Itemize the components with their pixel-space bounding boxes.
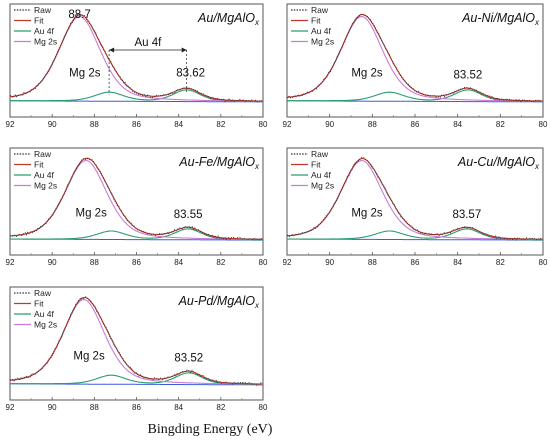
legend-entry: Raw [34, 149, 52, 159]
x-tick-label: 92 [6, 258, 15, 267]
x-tick-label: 84 [174, 403, 183, 412]
panel-title: Au-Cu/MgAlOx [457, 155, 540, 171]
legend-entry: Mg 2s [311, 37, 334, 47]
x-tick-label: 86 [411, 258, 420, 267]
mg2s-label: Mg 2s [351, 207, 383, 219]
legend-entry: Mg 2s [34, 37, 57, 47]
x-tick-label: 80 [539, 120, 548, 129]
x-axis-label: Bingding Energy (eV) [148, 422, 273, 437]
x-tick-label: 92 [283, 258, 292, 267]
fit-curve [9, 14, 263, 102]
au4f-bracket-label: Au 4f [134, 37, 162, 49]
x-tick-label: 90 [325, 258, 334, 267]
raw-data-curve [9, 157, 262, 242]
x-tick-label: 90 [48, 120, 57, 129]
mg2s-label: Mg 2s [69, 67, 101, 79]
raw-data-curve [286, 157, 542, 241]
legend-entry: Au 4f [311, 170, 331, 180]
x-tick-label: 84 [453, 258, 462, 267]
au4f-peak-label: 83.55 [174, 209, 203, 221]
raw-data-curve [286, 13, 542, 103]
legend-entry: Fit [34, 299, 44, 309]
x-tick-label: 92 [6, 403, 15, 412]
x-tick-label: 84 [174, 258, 183, 267]
au4f-peak-label: 83.57 [452, 209, 481, 221]
x-tick-label: 82 [216, 403, 225, 412]
legend-entry: Mg 2s [34, 320, 57, 330]
legend-entry: Raw [34, 5, 52, 15]
x-tick-label: 90 [325, 120, 334, 129]
legend-entry: Fit [311, 16, 321, 26]
x-tick-label: 88 [90, 403, 99, 412]
legend-entry: Mg 2s [34, 181, 57, 191]
legend-entry: Au 4f [34, 26, 54, 36]
x-tick-label: 80 [259, 258, 268, 267]
x-tick-label: 88 [368, 120, 377, 129]
x-tick-label: 80 [539, 258, 548, 267]
x-tick-label: 84 [453, 120, 462, 129]
x-tick-label: 92 [283, 120, 292, 129]
legend-entry: Fit [34, 16, 44, 26]
panel-title: Au/MgAlOx [197, 11, 260, 27]
au4f-peak-label: 83.62 [176, 68, 205, 80]
x-tick-label: 90 [48, 403, 57, 412]
x-tick-label: 86 [411, 120, 420, 129]
legend-entry: Au 4f [311, 26, 331, 36]
x-tick-label: 82 [216, 120, 225, 129]
x-tick-label: 88 [90, 258, 99, 267]
x-tick-label: 92 [6, 120, 15, 129]
au4f-peak-label: 83.52 [174, 352, 203, 364]
raw-data-curve [9, 13, 262, 103]
x-tick-label: 88 [90, 120, 99, 129]
x-tick-label: 82 [216, 258, 225, 267]
x-tick-label: 80 [259, 403, 268, 412]
x-tick-label: 82 [496, 258, 505, 267]
x-tick-label: 82 [496, 120, 505, 129]
fit-curve [9, 296, 263, 385]
fit-curve [9, 157, 263, 240]
legend-entry: Au 4f [34, 170, 54, 180]
x-tick-label: 88 [368, 258, 377, 267]
legend-entry: Fit [34, 160, 44, 170]
raw-data-curve [9, 296, 262, 386]
mg2s-label: Mg 2s [73, 350, 105, 362]
panel-title: Au-Ni/MgAlOx [461, 11, 540, 27]
mg2s-peak-label: 88.7 [68, 9, 90, 21]
legend-entry: Raw [311, 149, 329, 159]
legend-entry: Raw [34, 288, 52, 298]
legend-entry: Au 4f [34, 309, 54, 319]
mg2s-label: Mg 2s [76, 207, 108, 219]
au4f-peak-label: 83.52 [454, 69, 483, 81]
x-tick-label: 80 [259, 120, 268, 129]
legend-entry: Raw [311, 5, 329, 15]
x-tick-label: 84 [174, 120, 183, 129]
panel-title: Au-Pd/MgAlOx [178, 294, 260, 310]
x-tick-label: 90 [48, 258, 57, 267]
x-tick-label: 86 [132, 403, 141, 412]
legend-entry: Fit [311, 160, 321, 170]
panel-title: Au-Fe/MgAlOx [178, 155, 260, 171]
x-tick-label: 86 [132, 258, 141, 267]
legend-entry: Mg 2s [311, 181, 334, 191]
mg2s-label: Mg 2s [351, 67, 383, 79]
x-tick-label: 86 [132, 120, 141, 129]
